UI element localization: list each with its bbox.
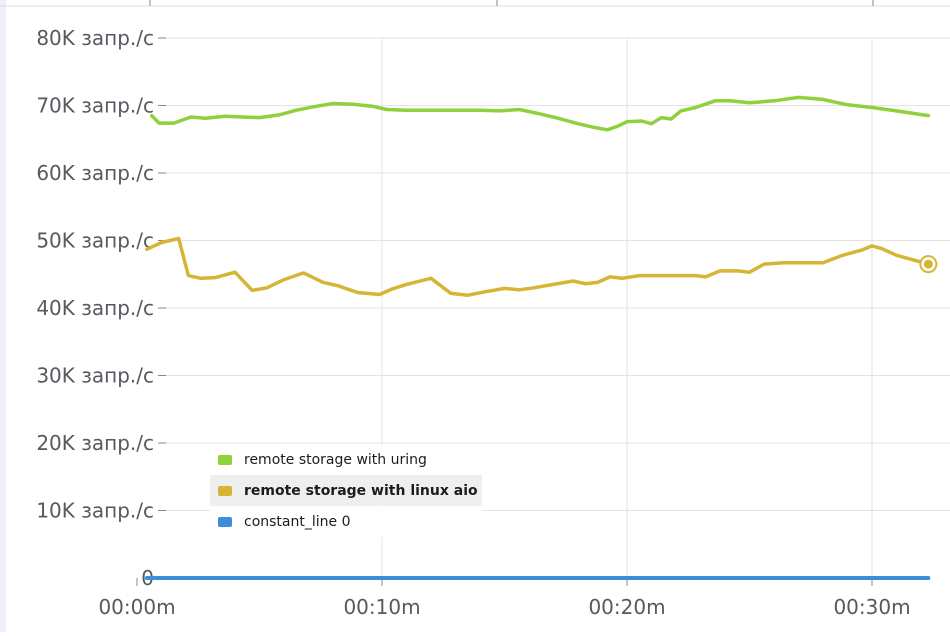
legend-item-uring[interactable]: remote storage with uring xyxy=(210,444,482,475)
legend-swatch-constant-line xyxy=(218,516,232,527)
legend-label-uring: remote storage with uring xyxy=(244,451,427,468)
series-lines xyxy=(144,95,931,580)
grid xyxy=(162,37,950,578)
y-tick-label: 10K запр./с xyxy=(36,499,154,523)
legend-label-linux-aio: remote storage with linux aio xyxy=(244,482,478,499)
panel-left-edge xyxy=(0,0,6,632)
y-tick-label: 50K запр./с xyxy=(36,229,154,253)
x-tick-label: 00:00m xyxy=(98,595,175,619)
y-tick-label: 80K запр./с xyxy=(36,26,154,50)
hover-point-dot xyxy=(923,259,933,269)
y-tick-label: 40K запр./с xyxy=(36,296,154,320)
legend-swatch-linux-aio xyxy=(218,485,232,496)
legend: remote storage with uring remote storage… xyxy=(210,444,482,537)
series-line-remote-storage-with-linux-aio[interactable] xyxy=(145,236,931,297)
y-tick-label: 30K запр./с xyxy=(36,364,154,388)
legend-item-constant-line[interactable]: constant_line 0 xyxy=(210,506,482,537)
legend-label-constant-line: constant_line 0 xyxy=(244,513,351,530)
hover-marker-layer xyxy=(919,255,938,274)
x-tick-label: 00:10m xyxy=(343,595,420,619)
legend-swatch-uring xyxy=(218,454,232,465)
x-tick-label: 00:20m xyxy=(588,595,665,619)
legend-item-linux-aio[interactable]: remote storage with linux aio xyxy=(210,475,482,506)
y-tick-label: 20K запр./с xyxy=(36,431,154,455)
y-tick-label: 70K запр./с xyxy=(36,94,154,118)
series-line-remote-storage-with-uring[interactable] xyxy=(149,95,931,132)
x-tick-label: 00:30m xyxy=(833,595,910,619)
x-axis: 00:00m 00:10m 00:20m 00:30m xyxy=(98,578,911,619)
y-tick-label: 60K запр./с xyxy=(36,161,154,185)
